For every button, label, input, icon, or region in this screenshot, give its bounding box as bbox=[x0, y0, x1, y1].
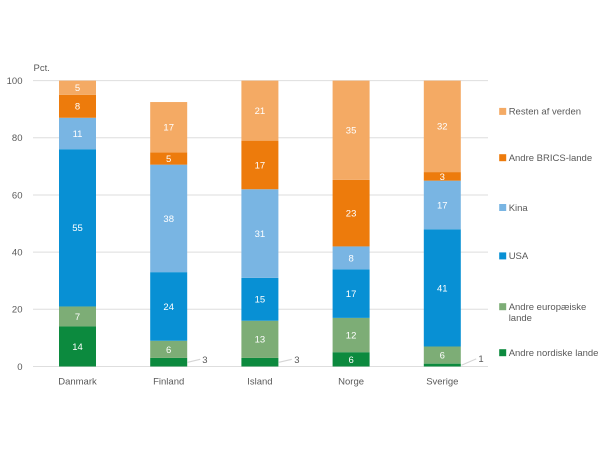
svg-text:Sverige: Sverige bbox=[426, 377, 458, 388]
svg-text:6: 6 bbox=[166, 345, 171, 356]
svg-text:3: 3 bbox=[294, 355, 299, 366]
svg-text:60: 60 bbox=[12, 190, 23, 201]
svg-text:Pct.: Pct. bbox=[34, 63, 50, 74]
svg-text:14: 14 bbox=[72, 342, 83, 353]
svg-text:1: 1 bbox=[478, 354, 483, 365]
svg-text:Andre europæiske: Andre europæiske bbox=[509, 302, 587, 313]
svg-text:55: 55 bbox=[72, 223, 83, 234]
svg-text:20: 20 bbox=[12, 305, 23, 316]
svg-text:Norge: Norge bbox=[338, 377, 364, 388]
svg-text:35: 35 bbox=[346, 126, 357, 137]
svg-text:17: 17 bbox=[255, 160, 266, 171]
svg-text:3: 3 bbox=[440, 172, 445, 183]
svg-text:6: 6 bbox=[348, 355, 353, 366]
svg-text:Danmark: Danmark bbox=[58, 377, 97, 388]
svg-text:3: 3 bbox=[202, 355, 207, 366]
svg-text:40: 40 bbox=[12, 248, 23, 259]
svg-text:21: 21 bbox=[255, 106, 266, 117]
svg-text:5: 5 bbox=[166, 154, 171, 165]
svg-text:lande: lande bbox=[509, 313, 532, 324]
svg-text:32: 32 bbox=[437, 122, 448, 133]
svg-text:0: 0 bbox=[17, 362, 22, 373]
svg-text:Andre BRICS-lande: Andre BRICS-lande bbox=[509, 153, 592, 164]
svg-text:Resten af verden: Resten af verden bbox=[509, 107, 581, 118]
svg-text:5: 5 bbox=[75, 83, 80, 94]
svg-text:23: 23 bbox=[346, 209, 357, 220]
svg-text:USA: USA bbox=[509, 251, 529, 262]
svg-text:13: 13 bbox=[255, 335, 266, 346]
svg-text:8: 8 bbox=[75, 102, 80, 113]
svg-text:6: 6 bbox=[440, 350, 445, 361]
svg-text:Island: Island bbox=[247, 377, 272, 388]
svg-text:24: 24 bbox=[163, 302, 174, 313]
svg-text:100: 100 bbox=[7, 76, 23, 87]
svg-text:Andre nordiske lande: Andre nordiske lande bbox=[509, 348, 599, 359]
svg-text:41: 41 bbox=[437, 283, 448, 294]
svg-text:17: 17 bbox=[163, 123, 174, 134]
svg-text:17: 17 bbox=[437, 200, 448, 211]
svg-text:15: 15 bbox=[255, 295, 266, 306]
svg-text:31: 31 bbox=[255, 229, 266, 240]
svg-text:12: 12 bbox=[346, 330, 357, 341]
svg-text:17: 17 bbox=[346, 289, 357, 300]
svg-text:80: 80 bbox=[12, 133, 23, 144]
svg-text:Kina: Kina bbox=[509, 203, 529, 214]
svg-text:Finland: Finland bbox=[153, 377, 184, 388]
svg-text:38: 38 bbox=[163, 214, 174, 225]
svg-text:8: 8 bbox=[348, 253, 353, 264]
svg-text:7: 7 bbox=[75, 312, 80, 323]
svg-text:11: 11 bbox=[73, 129, 83, 140]
